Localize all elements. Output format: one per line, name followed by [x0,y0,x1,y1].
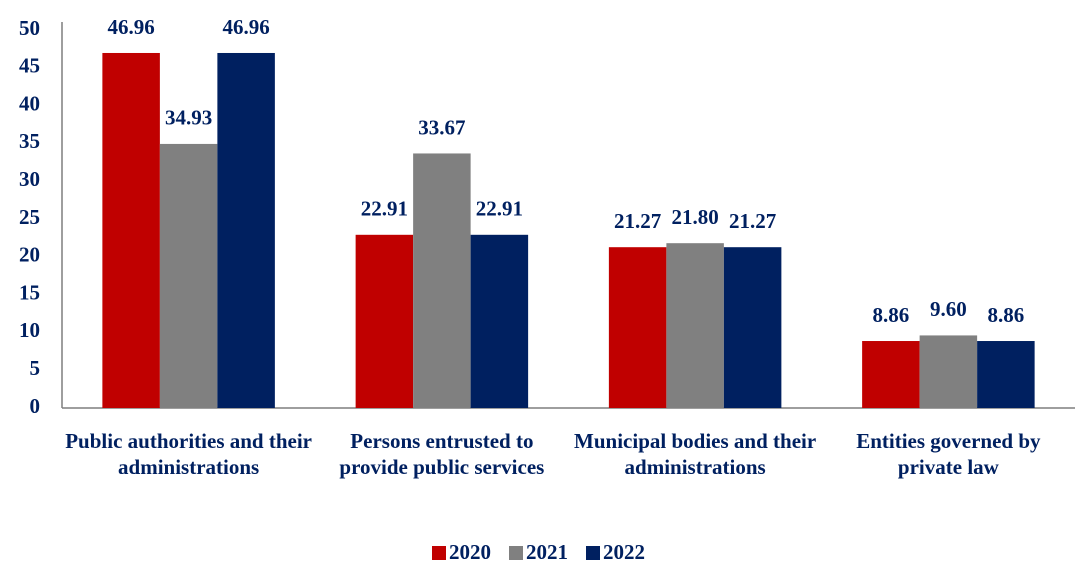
y-tick-label: 15 [19,280,40,304]
bar [977,341,1035,408]
data-label: 21.27 [729,209,776,233]
data-label: 22.91 [476,197,523,221]
bar [470,234,529,408]
y-tick-label: 0 [30,394,41,418]
y-tick-label: 50 [19,16,40,40]
data-label: 21.27 [614,209,661,233]
bar [355,234,414,408]
legend-item: 2022 [586,540,645,565]
bar [862,341,920,408]
legend-swatch [432,545,446,560]
x-tick-label: Public authorities and their administrat… [65,429,312,479]
legend-item: 2021 [509,540,568,565]
legend-swatch [509,545,523,560]
data-label: 8.86 [873,303,910,327]
bar [159,143,218,408]
legend-label: 2020 [449,540,491,564]
bar [413,153,471,408]
data-label: 21.80 [672,205,719,229]
legend: 2020 2021 2022 [0,540,1077,565]
legend-swatch [586,545,600,560]
y-tick-label: 25 [19,205,40,229]
y-tick-label: 30 [19,167,40,191]
data-label: 34.93 [165,106,212,130]
y-tick-label: 5 [30,356,41,380]
bar [217,52,275,409]
data-label: 33.67 [418,115,465,139]
bar [608,247,667,408]
y-tick-label: 10 [19,318,40,342]
y-tick-label: 45 [19,54,40,78]
y-tick-label: 35 [19,129,40,153]
y-tick-label: 40 [19,91,40,115]
x-tick-label: Persons entrusted to provide public serv… [339,429,545,479]
data-label: 9.60 [930,297,967,321]
legend-label: 2022 [603,540,645,564]
data-label: 46.96 [108,15,155,39]
y-tick-label: 20 [19,243,40,267]
bar [919,335,978,408]
bar [723,247,782,408]
bar [102,52,160,409]
x-tick-label: Municipal bodies and their administratio… [574,429,817,479]
bar [666,243,724,408]
x-tick-label: Entities governed by private law [856,429,1041,479]
legend-label: 2021 [526,540,568,564]
data-label: 46.96 [223,15,270,39]
data-label: 8.86 [988,303,1025,327]
legend-item: 2020 [432,540,491,565]
data-label: 22.91 [361,197,408,221]
